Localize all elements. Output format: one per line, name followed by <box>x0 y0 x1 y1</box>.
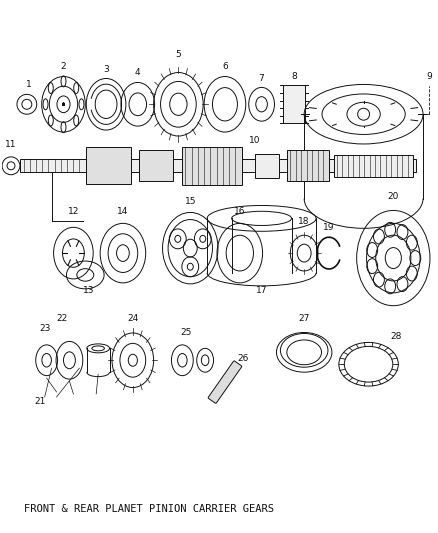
Text: 10: 10 <box>249 136 261 146</box>
Text: 6: 6 <box>222 62 228 71</box>
Text: 16: 16 <box>234 207 246 216</box>
Text: 4: 4 <box>135 68 141 77</box>
Text: 20: 20 <box>388 192 399 201</box>
Text: 25: 25 <box>180 328 192 337</box>
Text: 11: 11 <box>5 141 17 149</box>
Text: 9: 9 <box>426 72 432 81</box>
Text: 17: 17 <box>256 286 267 295</box>
Text: 1: 1 <box>26 80 32 89</box>
Text: 14: 14 <box>117 207 129 216</box>
Text: FRONT & REAR PLANET PINION CARRIER GEARS: FRONT & REAR PLANET PINION CARRIER GEARS <box>24 504 274 514</box>
Bar <box>287 150 329 181</box>
Text: 3: 3 <box>103 65 109 74</box>
Text: 23: 23 <box>39 324 50 333</box>
Bar <box>20 159 416 172</box>
FancyBboxPatch shape <box>208 361 242 403</box>
Text: 7: 7 <box>259 74 265 83</box>
Text: 21: 21 <box>34 398 46 407</box>
Bar <box>283 85 305 123</box>
Text: 13: 13 <box>82 286 94 295</box>
Bar <box>334 155 413 177</box>
Text: 8: 8 <box>291 72 297 81</box>
Text: 5: 5 <box>176 50 181 59</box>
Text: 22: 22 <box>56 314 67 323</box>
Text: 12: 12 <box>68 207 79 216</box>
Text: 28: 28 <box>391 332 402 341</box>
Text: 19: 19 <box>323 223 335 232</box>
Text: 2: 2 <box>61 62 66 71</box>
Bar <box>182 147 242 184</box>
Bar <box>86 148 131 184</box>
Text: 27: 27 <box>298 314 310 323</box>
Bar <box>139 150 173 181</box>
Text: 18: 18 <box>298 217 310 226</box>
Text: 26: 26 <box>237 354 248 363</box>
Text: 15: 15 <box>184 197 196 206</box>
Text: 24: 24 <box>127 314 138 323</box>
Bar <box>254 154 279 177</box>
